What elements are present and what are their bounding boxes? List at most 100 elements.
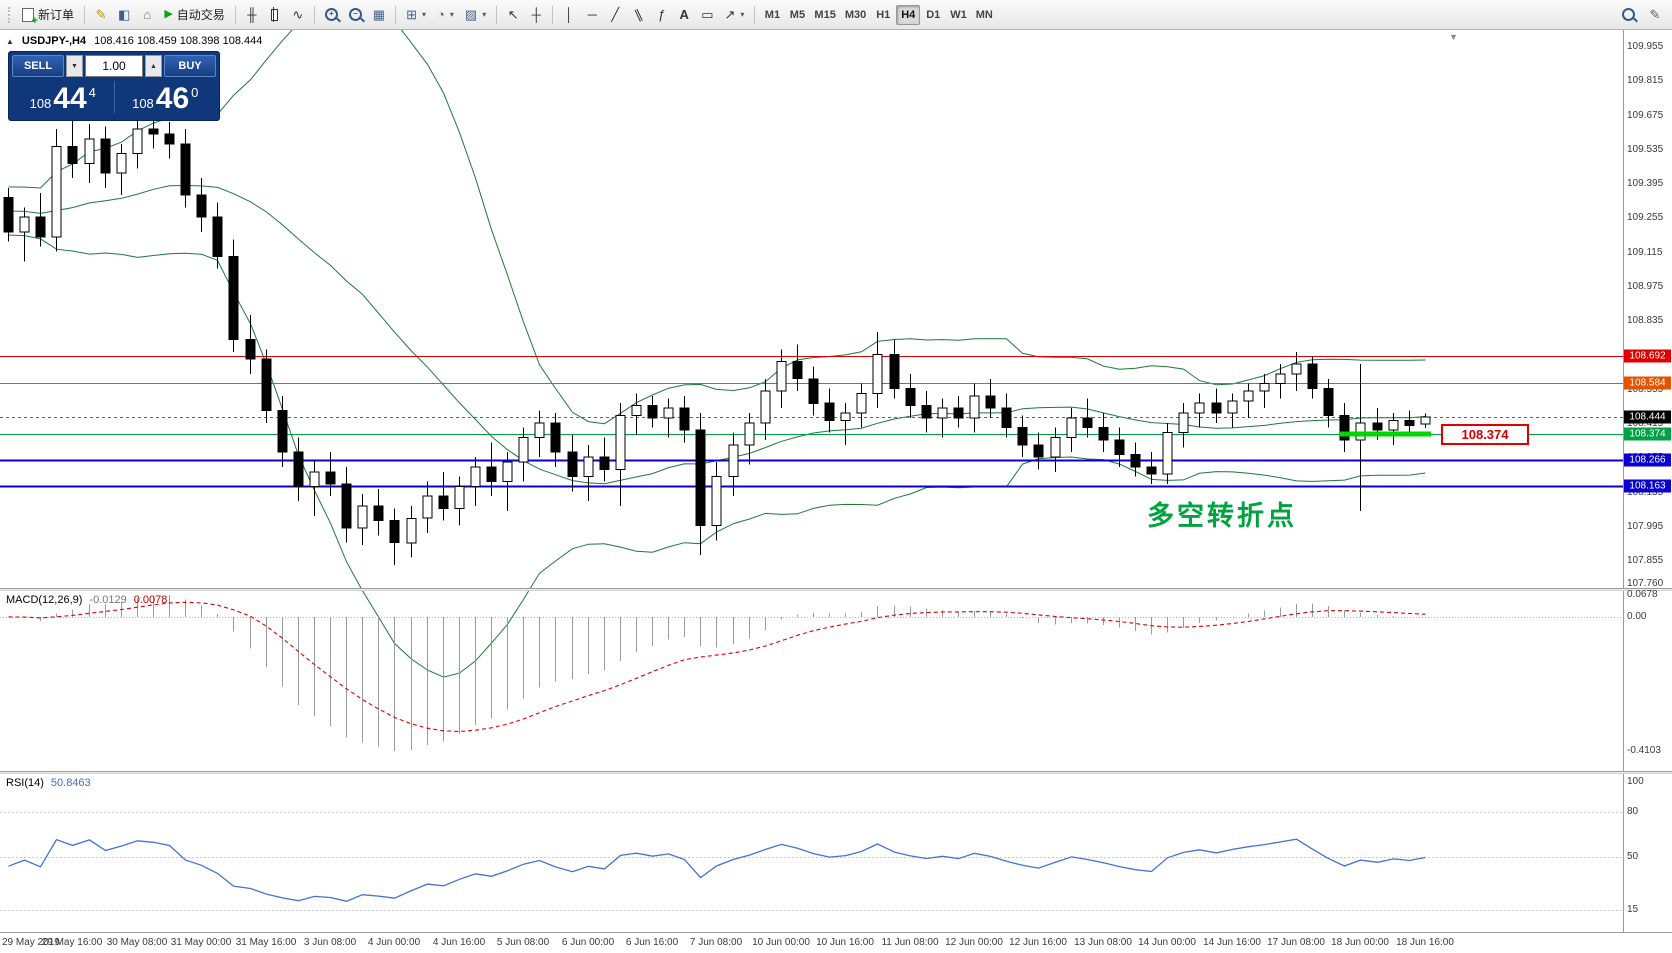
pane-separator-macd[interactable]: [0, 588, 1672, 591]
template-icon: ▨: [464, 7, 478, 22]
toolbar-separator: [496, 5, 498, 24]
trendline-button[interactable]: ╱: [604, 4, 626, 26]
zoom-out-button[interactable]: −: [344, 4, 367, 26]
autotrading-button[interactable]: ▶ 自动交易: [159, 4, 229, 26]
timeframe-m30-button[interactable]: M30: [844, 8, 867, 21]
horizontal-line-icon: ─: [587, 7, 597, 22]
dropdown-arrow-icon: ▾: [482, 10, 487, 19]
sell-button[interactable]: SELL: [12, 55, 64, 77]
text-icon: A: [679, 7, 689, 22]
timeframe-h4-button[interactable]: H4: [896, 4, 921, 25]
new-order-button[interactable]: 新订单: [17, 4, 79, 27]
price-level-tag[interactable]: 108.374: [1441, 424, 1529, 445]
market-watch-icon: ◧: [118, 7, 131, 22]
rsi-value: 50.8463: [50, 777, 91, 789]
vertical-line-button[interactable]: │: [558, 4, 580, 26]
cursor-button[interactable]: ↖: [502, 4, 524, 26]
autotrading-play-icon: ▶: [164, 8, 173, 20]
buy-price-sup: 0: [191, 85, 199, 100]
toolbar-separator: [313, 5, 315, 24]
timeframe-d1-button[interactable]: D1: [926, 8, 941, 21]
volume-down-button[interactable]: ▼: [66, 55, 83, 77]
timeframe-h1-button[interactable]: H1: [876, 8, 891, 21]
horizontal-line-button[interactable]: ─: [581, 4, 603, 26]
time-axis-separator: [0, 932, 1672, 933]
timeframe-group: M1 M5 M15 M30 H1 H4 D1 W1 MN: [760, 4, 996, 25]
timeframe-w1-button[interactable]: W1: [950, 8, 967, 21]
macd-value-main: -0.0129: [89, 594, 127, 606]
dropdown-arrow-icon: ▾: [740, 10, 745, 19]
period-button[interactable]: ◔ ▾: [432, 4, 459, 26]
edit-button[interactable]: ✎: [1644, 3, 1666, 25]
collapse-arrow-icon[interactable]: ▲: [6, 36, 14, 46]
dropdown-arrow-icon: ▾: [422, 10, 427, 19]
metaeditor-button[interactable]: ✎: [90, 4, 112, 26]
search-icon: [1622, 7, 1635, 21]
new-order-icon: [22, 7, 38, 27]
pane-separator-rsi[interactable]: [0, 771, 1672, 774]
bar-chart-button[interactable]: ╫: [241, 4, 263, 26]
search-button[interactable]: [1617, 3, 1640, 25]
buy-button[interactable]: BUY: [164, 55, 216, 77]
tile-windows-icon: ▦: [372, 7, 386, 22]
candlestick-chart-button[interactable]: [264, 4, 286, 26]
symbol-name: USDJPY-,H4: [21, 35, 87, 47]
timeframe-m1-button[interactable]: M1: [764, 8, 781, 21]
macd-title: MACD(12,26,9): [6, 594, 83, 606]
text-button[interactable]: A: [673, 4, 695, 26]
toolbar: 新订单 ✎ ◧ ⌂ ▶ 自动交易 ╫ ∿ + − ▦ ⊞▾ ◔▾ ▨▾ ↖ ┼ …: [0, 0, 1672, 30]
market-watch-button[interactable]: ◧: [113, 4, 135, 26]
tile-windows-button[interactable]: ▦: [368, 4, 390, 26]
macd-pane-title: MACD(12,26,9) -0.0129 0.0078: [6, 594, 167, 606]
zoom-out-icon: −: [348, 8, 362, 21]
crosshair-button[interactable]: ┼: [525, 4, 547, 26]
symbol-info: ▲ USDJPY-,H4 108.416 108.459 108.398 108…: [6, 35, 262, 47]
line-chart-button[interactable]: ∿: [287, 4, 309, 26]
arrows-button[interactable]: ↗ ▾: [720, 4, 750, 26]
trade-panel-divider: [113, 81, 115, 113]
toolbar-grip[interactable]: [8, 6, 13, 23]
volume-up-button[interactable]: ▲: [145, 55, 162, 77]
channel-button[interactable]: ∥: [627, 4, 649, 26]
rsi-pane-title: RSI(14) 50.8463: [6, 777, 91, 789]
cursor-icon: ↖: [507, 7, 519, 22]
sell-price-big: 44: [53, 82, 87, 115]
clock-icon: ◔: [437, 7, 445, 22]
price-axis-separator: [1623, 30, 1624, 933]
buy-price-big: 46: [155, 82, 190, 115]
autotrading-label: 自动交易: [176, 8, 225, 22]
buy-price[interactable]: 108 46 0: [115, 77, 217, 117]
sell-price[interactable]: 108 44 4: [12, 77, 114, 117]
template-button[interactable]: ▨ ▾: [460, 4, 491, 26]
one-click-trading-panel: SELL ▼ 1.00 ▲ BUY 108 44 4 108 46 0: [8, 51, 220, 121]
metaeditor-icon: ✎: [95, 7, 107, 22]
macd-value-signal: 0.0078: [133, 594, 168, 606]
chart-shift-marker[interactable]: ▼: [1449, 32, 1458, 42]
toolbar-separator: [234, 5, 236, 24]
new-chart-button[interactable]: ⊞ ▾: [401, 4, 431, 26]
buy-price-prefix: 108: [132, 96, 154, 111]
label-button[interactable]: ▭: [696, 4, 718, 26]
toolbar-separator: [552, 5, 554, 24]
channel-icon: ∥: [632, 6, 645, 23]
chinese-annotation: 多空转折点: [1147, 501, 1297, 531]
navigator-button[interactable]: ⌂: [136, 4, 158, 26]
trendline-icon: ╱: [611, 7, 620, 22]
fibonacci-button[interactable]: ƒ: [650, 4, 672, 26]
arrows-icon: ↗: [724, 7, 736, 22]
new-chart-icon: ⊞: [406, 7, 417, 22]
label-icon: ▭: [701, 7, 714, 22]
crosshair-icon: ┼: [531, 7, 541, 22]
timeframe-m5-button[interactable]: M5: [789, 8, 806, 21]
toolbar-right-group: ✎: [1617, 3, 1666, 25]
volume-input[interactable]: 1.00: [85, 55, 143, 77]
sell-price-sup: 4: [88, 85, 96, 100]
toolbar-separator: [84, 5, 86, 24]
new-order-label: 新订单: [38, 8, 75, 22]
toolbar-separator: [754, 5, 756, 24]
timeframe-mn-button[interactable]: MN: [975, 8, 993, 21]
zoom-in-button[interactable]: +: [320, 4, 343, 26]
timeframe-m15-button[interactable]: M15: [814, 8, 836, 21]
